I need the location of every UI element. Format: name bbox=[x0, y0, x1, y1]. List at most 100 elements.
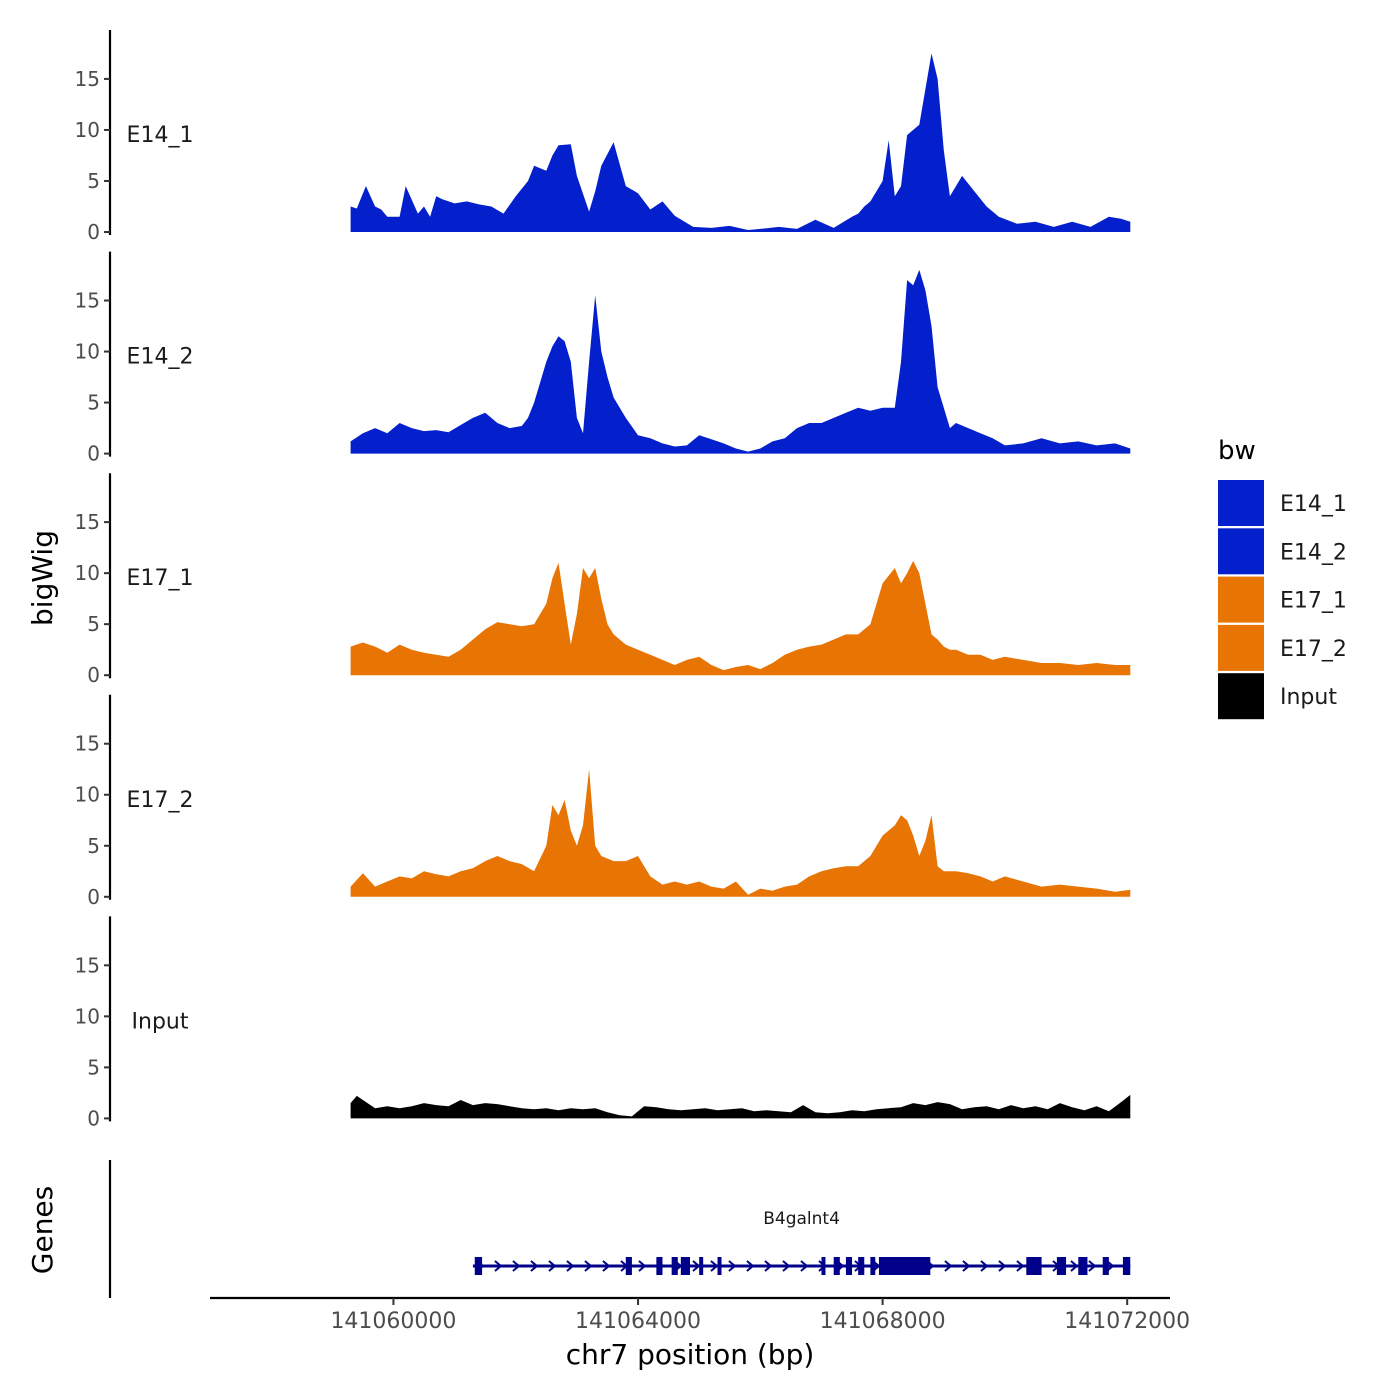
strand-arrow bbox=[494, 1260, 503, 1272]
strand-arrow bbox=[548, 1260, 557, 1272]
strand-arrow bbox=[1106, 1260, 1115, 1272]
exon-block bbox=[671, 1257, 678, 1275]
strand-arrow bbox=[1070, 1260, 1079, 1272]
exon-block bbox=[1026, 1257, 1042, 1275]
legend-label: E17_1 bbox=[1280, 589, 1347, 614]
legend: bw E14_1 E14_2 E17_1 E17_2 Input bbox=[1218, 436, 1347, 720]
strand-arrow bbox=[800, 1260, 809, 1272]
x-tick-label: 141072000 bbox=[1064, 1309, 1190, 1334]
exon-block bbox=[717, 1257, 722, 1275]
track-e14-2: 0 5 10 15 E14_2 bbox=[75, 251, 1131, 466]
track-label: E14_1 bbox=[127, 123, 194, 148]
y-tick-label: 5 bbox=[87, 612, 100, 636]
y-tick-label: 10 bbox=[75, 340, 100, 364]
exon-block bbox=[625, 1257, 632, 1275]
y-tick-label: 10 bbox=[75, 561, 100, 585]
y-tick-label: 5 bbox=[87, 169, 100, 193]
y-tick-label: 0 bbox=[87, 442, 100, 466]
y-tick-label: 5 bbox=[87, 834, 100, 858]
strand-arrow bbox=[962, 1260, 971, 1272]
legend-label: E14_1 bbox=[1280, 492, 1347, 517]
exon-block bbox=[699, 1257, 704, 1275]
strand-arrow bbox=[1016, 1260, 1025, 1272]
area-e14-2 bbox=[350, 269, 1131, 454]
exon-block bbox=[1078, 1257, 1088, 1275]
exon-block bbox=[821, 1257, 826, 1275]
genes-track-title: Genes bbox=[26, 1186, 59, 1274]
strand-arrow bbox=[584, 1260, 593, 1272]
strand-arrow bbox=[764, 1260, 773, 1272]
exon-block bbox=[870, 1257, 876, 1275]
track-e14-1: 0 5 10 15 E14_1 bbox=[75, 30, 1131, 244]
gene-name-label: B4galnt4 bbox=[763, 1209, 840, 1229]
strand-arrow bbox=[998, 1260, 1007, 1272]
strand-arrow bbox=[1088, 1260, 1097, 1272]
strand-arrow bbox=[980, 1260, 989, 1272]
strand-arrow bbox=[638, 1260, 647, 1272]
area-e17-1 bbox=[350, 560, 1131, 676]
legend-swatch bbox=[1218, 480, 1264, 526]
bigwig-tracks: 0 5 10 15 E14_1 0 5 10 15 E14_2 0 5 10 15 E17_1 0 5 10 15 E… bbox=[75, 30, 1131, 1130]
x-tick-label: 141064000 bbox=[575, 1309, 701, 1334]
y-tick-label: 10 bbox=[75, 783, 100, 807]
strand-arrow bbox=[602, 1260, 611, 1272]
legend-swatch bbox=[1218, 673, 1264, 720]
area-e14-1 bbox=[350, 53, 1131, 233]
strand-arrow bbox=[746, 1260, 755, 1272]
strand-arrow bbox=[566, 1260, 575, 1272]
track-label: E17_1 bbox=[127, 566, 194, 591]
y-tick-label: 10 bbox=[75, 118, 100, 142]
y-tick-label: 15 bbox=[75, 953, 100, 977]
track-label: E14_2 bbox=[127, 345, 194, 370]
exon-block bbox=[1122, 1257, 1131, 1275]
exon-block bbox=[858, 1257, 865, 1275]
exon-block bbox=[878, 1257, 931, 1275]
strand-arrow bbox=[710, 1260, 719, 1272]
strand-arrow bbox=[728, 1260, 737, 1272]
y-tick-label: 5 bbox=[87, 391, 100, 415]
exon-block bbox=[1102, 1257, 1109, 1275]
y-tick-label: 0 bbox=[87, 885, 100, 909]
legend-swatch bbox=[1218, 624, 1264, 671]
area-e17-2 bbox=[350, 769, 1131, 897]
exon-block bbox=[474, 1257, 483, 1275]
strand-arrow bbox=[782, 1260, 791, 1272]
strand-arrow bbox=[692, 1260, 701, 1272]
exon-block bbox=[845, 1257, 853, 1275]
exon-block bbox=[656, 1257, 663, 1275]
exon-block bbox=[1056, 1257, 1067, 1275]
exon-block bbox=[680, 1257, 690, 1275]
track-e17-1: 0 5 10 15 E17_1 bbox=[75, 473, 1131, 687]
y-tick-label: 0 bbox=[87, 1106, 100, 1130]
legend-title: bw bbox=[1218, 436, 1256, 466]
y-tick-label: 0 bbox=[87, 220, 100, 244]
legend-label: E17_2 bbox=[1280, 637, 1347, 662]
strand-arrow bbox=[512, 1260, 521, 1272]
legend-label: E14_2 bbox=[1280, 540, 1347, 565]
y-tick-label: 15 bbox=[75, 289, 100, 313]
x-tick-label: 141060000 bbox=[330, 1309, 456, 1334]
track-input: 0 5 10 15 Input bbox=[75, 916, 1131, 1130]
y-tick-label: 15 bbox=[75, 67, 100, 91]
y-tick-label: 15 bbox=[75, 510, 100, 534]
gene-track: B4galnt4 bbox=[108, 1160, 1131, 1298]
track-label: Input bbox=[132, 1009, 189, 1034]
legend-label: Input bbox=[1280, 685, 1337, 710]
area-input bbox=[350, 1094, 1131, 1119]
y-tick-label: 0 bbox=[87, 663, 100, 687]
legend-swatch bbox=[1218, 576, 1264, 623]
x-tick-label: 141068000 bbox=[820, 1309, 946, 1334]
y-axis-title: bigWig bbox=[26, 530, 59, 626]
legend-swatch bbox=[1218, 528, 1264, 575]
strand-arrow bbox=[530, 1260, 539, 1272]
y-tick-label: 10 bbox=[75, 1004, 100, 1028]
x-axis-title: chr7 position (bp) bbox=[566, 1338, 815, 1371]
x-axis: 141060000 141064000 141068000 141072000 bbox=[210, 1296, 1190, 1334]
y-tick-label: 5 bbox=[87, 1055, 100, 1079]
strand-arrow bbox=[944, 1260, 953, 1272]
y-tick-label: 15 bbox=[75, 732, 100, 756]
track-label: E17_2 bbox=[127, 788, 194, 813]
track-e17-2: 0 5 10 15 E17_2 bbox=[75, 694, 1131, 909]
exon-block bbox=[833, 1257, 840, 1275]
